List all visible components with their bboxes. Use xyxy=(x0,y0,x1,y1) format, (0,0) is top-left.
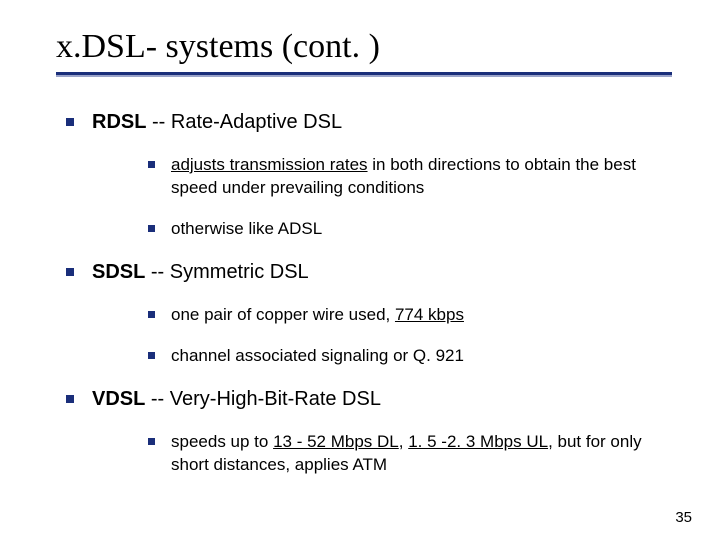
slide-content: RDSL -- Rate-Adaptive DSL adjusts transmi… xyxy=(56,109,672,477)
square-bullet-icon xyxy=(148,225,155,232)
title-underline xyxy=(56,72,672,75)
square-bullet-icon xyxy=(148,438,155,445)
list-item-text: adjusts transmission rates in both direc… xyxy=(171,154,672,200)
list-item-level1: SDSL -- Symmetric DSL xyxy=(66,259,672,286)
list-item-level2: adjusts transmission rates in both direc… xyxy=(148,154,672,200)
list-item-level2: one pair of copper wire used, 774 kbps xyxy=(148,304,672,327)
square-bullet-icon xyxy=(66,395,74,403)
slide: x.DSL- systems (cont. ) RDSL -- Rate-Ada… xyxy=(0,0,720,540)
square-bullet-icon xyxy=(148,352,155,359)
list-item-level2: speeds up to 13 - 52 Mbps DL, 1. 5 -2. 3… xyxy=(148,431,672,477)
slide-title: x.DSL- systems (cont. ) xyxy=(56,28,672,66)
list-item-text: one pair of copper wire used, 774 kbps xyxy=(171,304,672,327)
square-bullet-icon xyxy=(66,118,74,126)
list-item-level2: channel associated signaling or Q. 921 xyxy=(148,345,672,368)
list-item-text: VDSL -- Very-High-Bit-Rate DSL xyxy=(92,386,672,413)
list-item-text: SDSL -- Symmetric DSL xyxy=(92,259,672,286)
square-bullet-icon xyxy=(66,268,74,276)
page-number: 35 xyxy=(675,509,692,526)
list-item-level1: VDSL -- Very-High-Bit-Rate DSL xyxy=(66,386,672,413)
list-item-level1: RDSL -- Rate-Adaptive DSL xyxy=(66,109,672,136)
list-item-text: otherwise like ADSL xyxy=(171,218,672,241)
square-bullet-icon xyxy=(148,311,155,318)
list-item-level2: otherwise like ADSL xyxy=(148,218,672,241)
square-bullet-icon xyxy=(148,161,155,168)
list-item-text: speeds up to 13 - 52 Mbps DL, 1. 5 -2. 3… xyxy=(171,431,672,477)
list-item-text: channel associated signaling or Q. 921 xyxy=(171,345,672,368)
list-item-text: RDSL -- Rate-Adaptive DSL xyxy=(92,109,672,136)
